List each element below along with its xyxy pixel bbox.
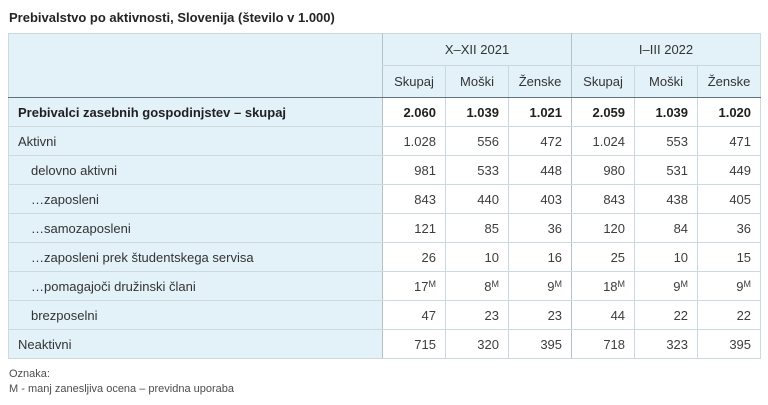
data-cell: 23 — [445, 300, 509, 330]
col-header-moski-2021: Moški — [445, 65, 509, 98]
data-cell: 438 — [634, 184, 698, 214]
data-cell: 36 — [697, 213, 761, 243]
flag-superscript: M — [491, 278, 500, 289]
flag-superscript: M — [554, 278, 563, 289]
data-cell: 23 — [507, 300, 572, 330]
data-cell: 981 — [382, 155, 446, 185]
data-cell: 449 — [697, 155, 761, 185]
footnote-text: M - manj zanesljiva ocena – previdna upo… — [9, 383, 235, 396]
row-label: Aktivni — [8, 126, 383, 156]
col-header-skupaj-2022: Skupaj — [571, 65, 635, 98]
data-cell: 1.020 — [697, 97, 761, 127]
data-cell: 17M — [382, 271, 446, 301]
table-row: Aktivni 1.028 556 472 1.024 553 471 — [8, 126, 761, 156]
data-cell: 36 — [507, 213, 572, 243]
corner-cell — [8, 33, 383, 98]
data-cell: 8M — [445, 271, 509, 301]
data-cell: 533 — [445, 155, 509, 185]
table-row: delovno aktivni 981 533 448 980 531 449 — [8, 155, 761, 185]
table-header: X–XII 2021 I–III 2022 Skupaj Moški Žensk… — [8, 33, 761, 98]
data-cell: 85 — [445, 213, 509, 243]
table-row: Prebivalci zasebnih gospodinjstev – skup… — [8, 97, 761, 127]
data-cell: 556 — [445, 126, 509, 156]
data-cell: 843 — [571, 184, 635, 214]
data-cell: 120 — [571, 213, 635, 243]
row-label: …zaposleni prek študentskega servisa — [8, 242, 383, 272]
data-cell: 403 — [507, 184, 572, 214]
data-cell: 471 — [697, 126, 761, 156]
data-cell: 22 — [634, 300, 698, 330]
data-cell: 9M — [507, 271, 572, 301]
data-cell: 440 — [445, 184, 509, 214]
data-cell: 25 — [571, 242, 635, 272]
footnote: Oznaka: M - manj zanesljiva ocena – prev… — [9, 367, 768, 398]
data-cell: 718 — [571, 329, 635, 359]
data-cell: 2.059 — [571, 97, 635, 127]
data-cell: 15 — [697, 242, 761, 272]
flag-superscript: M — [617, 278, 626, 289]
period-header-2022: I–III 2022 — [571, 33, 761, 66]
data-cell: 22 — [697, 300, 761, 330]
table-row: …pomagajoči družinski člani 17M 8M 9M 18M 9M 9… — [8, 271, 761, 301]
data-cell: 121 — [382, 213, 446, 243]
data-cell: 2.060 — [382, 97, 446, 127]
data-cell: 395 — [697, 329, 761, 359]
col-header-skupaj-2021: Skupaj — [382, 65, 446, 98]
data-cell: 395 — [507, 329, 572, 359]
table-row: Neaktivni 715 320 395 718 323 395 — [8, 329, 761, 359]
row-label: …samozaposleni — [8, 213, 383, 243]
data-cell: 18M — [571, 271, 635, 301]
table-row: brezposelni 47 23 23 44 22 22 — [8, 300, 761, 330]
data-cell: 44 — [571, 300, 635, 330]
data-cell: 1.024 — [571, 126, 635, 156]
col-header-moski-2022: Moški — [634, 65, 698, 98]
data-cell: 10 — [445, 242, 509, 272]
data-cell: 1.039 — [445, 97, 509, 127]
period-header-2021: X–XII 2021 — [381, 33, 572, 66]
footnote-label: Oznaka: — [9, 368, 50, 380]
row-label: …pomagajoči družinski člani — [8, 271, 383, 301]
data-cell: 16 — [507, 242, 572, 272]
flag-superscript: M — [428, 278, 437, 289]
page-title: Prebivalstvo po aktivnosti, Slovenija (š… — [9, 10, 335, 25]
data-cell: 472 — [507, 126, 572, 156]
data-cell: 531 — [634, 155, 698, 185]
data-cell: 448 — [507, 155, 572, 185]
period-header-row: X–XII 2021 I–III 2022 — [8, 33, 761, 98]
data-cell: 9M — [634, 271, 698, 301]
data-cell: 715 — [382, 329, 446, 359]
data-cell: 980 — [571, 155, 635, 185]
col-header-zenske-2021: Ženske — [507, 65, 572, 98]
table-body: Prebivalci zasebnih gospodinjstev – skup… — [8, 97, 761, 359]
row-label: brezposelni — [8, 300, 383, 330]
data-cell: 26 — [382, 242, 446, 272]
data-cell: 84 — [634, 213, 698, 243]
row-label: delovno aktivni — [8, 155, 383, 185]
data-cell: 405 — [697, 184, 761, 214]
row-label: …zaposleni — [8, 184, 383, 214]
col-header-zenske-2022: Ženske — [697, 65, 761, 98]
data-cell: 323 — [634, 329, 698, 359]
statistics-table: X–XII 2021 I–III 2022 Skupaj Moški Žensk… — [8, 33, 762, 359]
data-cell: 9M — [697, 271, 761, 301]
row-label: Prebivalci zasebnih gospodinjstev – skup… — [8, 97, 383, 127]
table-row: …zaposleni prek študentskega servisa 26 10… — [8, 242, 761, 272]
table-row: …samozaposleni 121 85 36 120 84 36 — [8, 213, 761, 243]
column-header-row: Skupaj Moški Ženske Skupaj Moški Ženske — [9, 65, 761, 98]
data-cell: 843 — [382, 184, 446, 214]
flag-superscript: M — [680, 278, 689, 289]
row-label: Neaktivni — [8, 329, 383, 359]
table-row: …zaposleni 843 440 403 843 438 405 — [8, 184, 761, 214]
data-cell: 1.021 — [507, 97, 572, 127]
data-cell: 553 — [634, 126, 698, 156]
data-cell: 47 — [382, 300, 446, 330]
data-cell: 10 — [634, 242, 698, 272]
flag-superscript: M — [743, 278, 752, 289]
data-cell: 1.039 — [634, 97, 698, 127]
data-cell: 320 — [445, 329, 509, 359]
data-cell: 1.028 — [382, 126, 446, 156]
